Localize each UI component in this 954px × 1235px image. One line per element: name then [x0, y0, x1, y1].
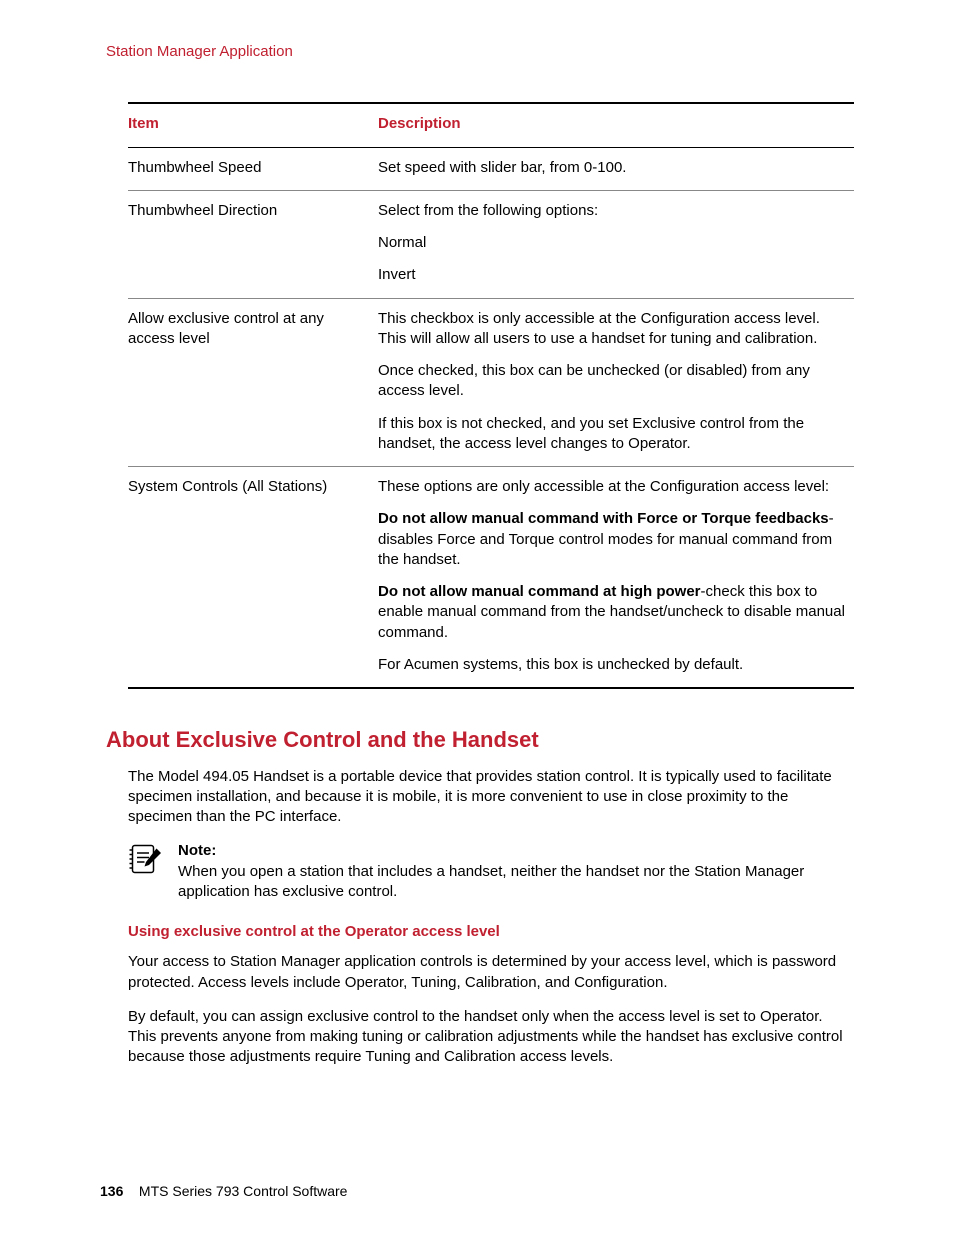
footer-sep: [127, 1183, 135, 1199]
subsection-paragraph: By default, you can assign exclusive con…: [128, 1007, 854, 1068]
item-cell: System Controls (All Stations): [128, 467, 378, 689]
description-paragraph: Select from the following options:: [378, 201, 848, 221]
description-table: Item Description Thumbwheel SpeedSet spe…: [128, 102, 854, 689]
note-icon: [128, 841, 164, 902]
description-cell: These options are only accessible at the…: [378, 467, 854, 689]
table-row: Allow exclusive control at any access le…: [128, 298, 854, 467]
item-cell: Thumbwheel Direction: [128, 190, 378, 298]
description-paragraph: Invert: [378, 265, 848, 285]
description-paragraph: Do not allow manual command at high powe…: [378, 582, 848, 643]
page: Station Manager Application Item Descrip…: [0, 0, 954, 1235]
note-text: Note: When you open a station that inclu…: [178, 841, 854, 902]
text-run: This checkbox is only accessible at the …: [378, 310, 820, 347]
subsection-heading: Using exclusive control at the Operator …: [128, 922, 854, 942]
description-paragraph: Set speed with slider bar, from 0-100.: [378, 158, 848, 178]
intro-paragraph: The Model 494.05 Handset is a portable d…: [128, 767, 854, 828]
text-run: Do not allow manual command with Force o…: [378, 510, 829, 527]
table-row: System Controls (All Stations)These opti…: [128, 467, 854, 689]
description-paragraph: For Acumen systems, this box is unchecke…: [378, 655, 848, 675]
column-header-description: Description: [378, 103, 854, 147]
section-heading: About Exclusive Control and the Handset: [106, 725, 854, 755]
table-row: Thumbwheel SpeedSet speed with slider ba…: [128, 147, 854, 190]
running-header: Station Manager Application: [106, 42, 854, 62]
column-header-item: Item: [128, 103, 378, 147]
description-paragraph: Normal: [378, 233, 848, 253]
description-paragraph: Once checked, this box can be unchecked …: [378, 361, 848, 402]
text-run: For Acumen systems, this box is unchecke…: [378, 656, 743, 673]
description-cell: Select from the following options: Normal…: [378, 190, 854, 298]
text-run: Once checked, this box can be unchecked …: [378, 362, 810, 399]
text-run: These options are only accessible at the…: [378, 478, 829, 495]
text-run: Normal: [378, 234, 426, 251]
subsection-paragraph: Your access to Station Manager applicati…: [128, 952, 854, 993]
text-run: Set speed with slider bar, from 0-100.: [378, 159, 626, 176]
item-cell: Thumbwheel Speed: [128, 147, 378, 190]
page-footer: 136 MTS Series 793 Control Software: [100, 1182, 347, 1201]
page-number: 136: [100, 1183, 123, 1199]
text-run: Do not allow manual command at high powe…: [378, 583, 701, 600]
description-paragraph: Do not allow manual command with Force o…: [378, 509, 848, 570]
footer-title: MTS Series 793 Control Software: [139, 1183, 348, 1199]
description-paragraph: If this box is not checked, and you set …: [378, 414, 848, 455]
description-paragraph: This checkbox is only accessible at the …: [378, 309, 848, 350]
description-paragraph: These options are only accessible at the…: [378, 477, 848, 497]
text-run: Invert: [378, 266, 416, 283]
text-run: If this box is not checked, and you set …: [378, 415, 804, 452]
description-cell: This checkbox is only accessible at the …: [378, 298, 854, 467]
table-row: Thumbwheel DirectionSelect from the foll…: [128, 190, 854, 298]
item-cell: Allow exclusive control at any access le…: [128, 298, 378, 467]
note-label: Note:: [178, 841, 854, 861]
text-run: Select from the following options:: [378, 202, 598, 219]
description-cell: Set speed with slider bar, from 0-100.: [378, 147, 854, 190]
section-body: The Model 494.05 Handset is a portable d…: [128, 767, 854, 1068]
note-block: Note: When you open a station that inclu…: [128, 841, 854, 902]
note-body: When you open a station that includes a …: [178, 862, 854, 903]
